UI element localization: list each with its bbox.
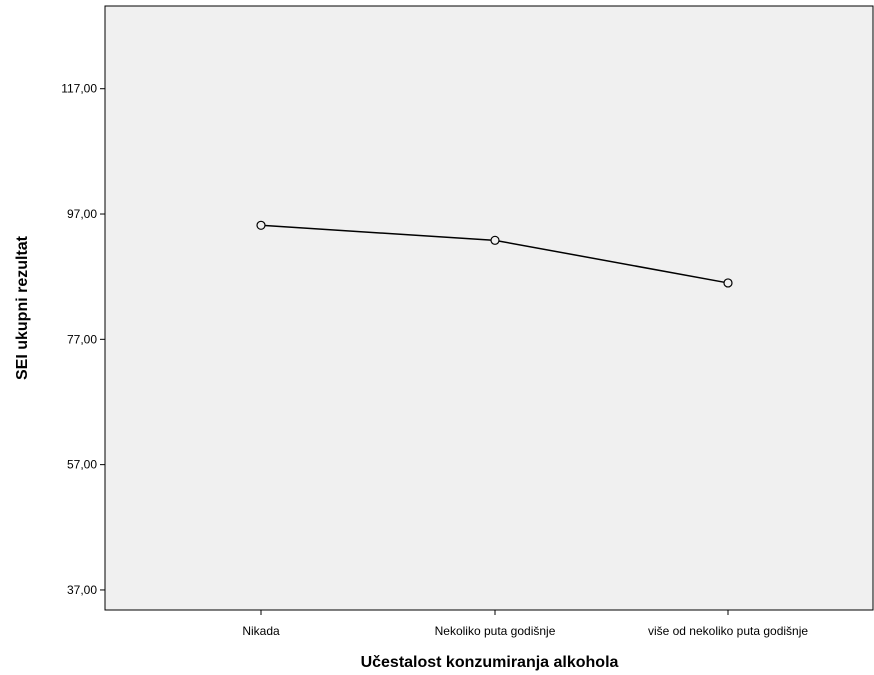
x-tick-label: Nekoliko puta godišnje [435, 624, 556, 638]
y-tick-label: 77,00 [67, 332, 97, 346]
x-tick-label: Nikada [242, 624, 280, 638]
x-tick-label: više od nekoliko puta godišnje [648, 624, 808, 638]
x-axis: Nikada Nekoliko puta godišnje više od neko… [242, 610, 808, 638]
y-tick-label: 117,00 [61, 82, 97, 96]
y-axis-title: SEI ukupni rezultat [14, 235, 31, 380]
y-axis: 37,00 57,00 77,00 97,00 117,00 [61, 82, 105, 597]
y-tick-label: 97,00 [67, 207, 97, 221]
x-axis-title: Učestalost konzumiranja alkohola [361, 654, 619, 671]
y-tick-label: 37,00 [67, 583, 97, 597]
series-group [256, 220, 733, 288]
data-point [723, 278, 733, 288]
y-tick-label: 57,00 [67, 458, 97, 472]
plot-area [104, 5, 874, 611]
data-point [490, 235, 500, 245]
data-point [256, 220, 266, 230]
